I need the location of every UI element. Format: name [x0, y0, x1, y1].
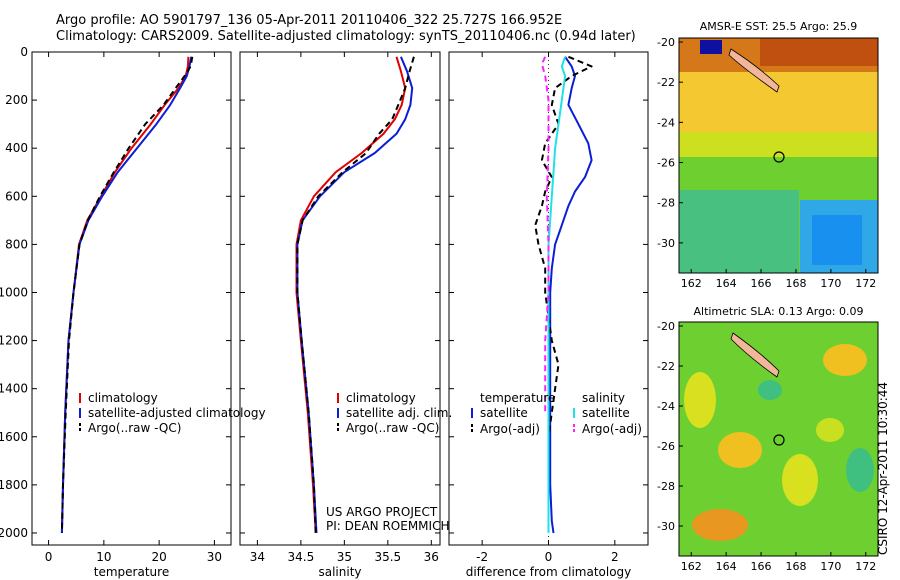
series-line	[296, 56, 415, 534]
x-tick-label: 162	[681, 277, 702, 290]
y-tick-label: -22	[657, 76, 675, 89]
x-axis-label: temperature	[94, 565, 169, 579]
x-axis-label: salinity	[318, 565, 361, 579]
sst-map	[678, 37, 879, 274]
x-tick-label: 162	[681, 560, 702, 573]
x-tick-label: 0	[545, 550, 553, 564]
series-line	[547, 56, 567, 533]
series-line	[534, 55, 593, 437]
y-tick-label: 800	[5, 237, 28, 251]
legend-label: satellite	[582, 406, 630, 420]
x-tick-label: 36	[424, 550, 439, 564]
legend-group-label: temperature	[480, 391, 555, 405]
y-tick-label: -28	[657, 197, 675, 210]
y-tick-label: 1200	[0, 334, 28, 348]
sla-map	[678, 321, 879, 557]
x-tick-label: 35.5	[374, 550, 401, 564]
x-tick-label: 166	[751, 560, 772, 573]
legend-label: Argo(..raw -QC)	[88, 421, 181, 435]
y-tick-label: -20	[657, 320, 675, 333]
float-marker-sst	[773, 151, 785, 163]
y-tick-label: -26	[657, 157, 675, 170]
plot-frame	[239, 51, 441, 546]
x-tick-label: 170	[820, 277, 841, 290]
map-title: AMSR-E SST: 25.5 Argo: 25.9	[700, 20, 858, 33]
series-line	[540, 56, 550, 413]
map-title: Altimetric SLA: 0.13 Argo: 0.09	[693, 305, 863, 318]
side-timestamp: CSIRO 12-Apr-2011 10:30:44	[876, 381, 890, 555]
legend-label: climatology	[346, 391, 416, 405]
y-tick-label: -24	[657, 400, 675, 413]
legend-label: Argo(-adj)	[480, 422, 540, 436]
sst-map-axes: AMSR-E SST: 25.5 Argo: 25.9 162 164 166 168 1…	[657, 20, 876, 290]
y-tick-label: 1800	[0, 478, 28, 492]
credit-line-1: US ARGO PROJECT	[326, 505, 438, 519]
header-line-2: Climatology: CARS2009. Satellite-adjuste…	[56, 29, 636, 44]
x-tick-label: 34	[250, 550, 265, 564]
x-tick-label: 0	[45, 550, 53, 564]
y-tick-label: 1000	[0, 285, 28, 299]
x-tick-label: 172	[855, 560, 876, 573]
x-tick-label: 20	[151, 550, 166, 564]
x-tick-label: 170	[820, 560, 841, 573]
x-tick-label: 168	[785, 560, 806, 573]
temperature-profile: 0 200 400 600 800 1000 1200 1400 1600 1800 2000 0 10…	[0, 45, 266, 579]
header-line-1: Argo profile: AO 5901797_136 05-Apr-2011…	[56, 13, 563, 28]
y-tick-label: -20	[657, 36, 675, 49]
y-tick-label: 2000	[0, 526, 28, 540]
x-tick-label: 166	[751, 277, 772, 290]
y-tick-label: -22	[657, 360, 675, 373]
legend-label: satellite adj. clim.	[346, 406, 452, 420]
legend-label: Argo(..raw -QC)	[346, 421, 439, 435]
y-tick-label: 0	[20, 45, 28, 59]
x-tick-label: 35	[337, 550, 352, 564]
legend-label: climatology	[88, 391, 158, 405]
series-line	[549, 56, 593, 534]
x-tick-label: 34.5	[288, 550, 315, 564]
credit-line-2: PI: DEAN ROEMMICH	[326, 519, 449, 533]
y-tick-label: 600	[5, 189, 28, 203]
x-tick-label: 164	[716, 560, 737, 573]
legend-label: satellite	[480, 406, 528, 420]
y-tick-label: -30	[657, 520, 675, 533]
plot-frame	[31, 51, 232, 546]
x-tick-label: 30	[207, 550, 222, 564]
coast-new-caledonia-sla	[730, 332, 780, 378]
x-tick-label: 172	[855, 277, 876, 290]
legend-label: Argo(-adj)	[582, 422, 642, 436]
salinity-profile: 34 34.5 35 35.5 36 salinity climatologysatelli…	[239, 51, 452, 579]
x-tick-label: 10	[96, 550, 111, 564]
x-tick-label: 164	[716, 277, 737, 290]
y-tick-label: -28	[657, 480, 675, 493]
y-tick-label: -26	[657, 440, 675, 453]
legend-label: satellite-adjusted climatology	[88, 406, 266, 420]
y-tick-label: 400	[5, 141, 28, 155]
y-tick-label: 1400	[0, 382, 28, 396]
legend-group-label: salinity	[582, 391, 625, 405]
sla-map-axes: Altimetric SLA: 0.13 Argo: 0.09 162 164 166…	[657, 305, 876, 573]
y-tick-label: -24	[657, 116, 675, 129]
x-axis-label: difference from climatology	[466, 565, 632, 579]
y-tick-label: 1600	[0, 430, 28, 444]
coast-new-caledonia	[728, 48, 780, 93]
x-tick-label: 2	[611, 550, 619, 564]
series-line	[60, 56, 190, 534]
y-tick-label: -30	[657, 237, 675, 250]
y-tick-label: 200	[5, 93, 28, 107]
series-line	[296, 56, 414, 534]
float-marker-sla	[773, 434, 785, 446]
x-tick-label: 168	[785, 277, 806, 290]
x-tick-label: -2	[476, 550, 488, 564]
series-line	[60, 56, 193, 534]
series-line	[60, 56, 194, 534]
